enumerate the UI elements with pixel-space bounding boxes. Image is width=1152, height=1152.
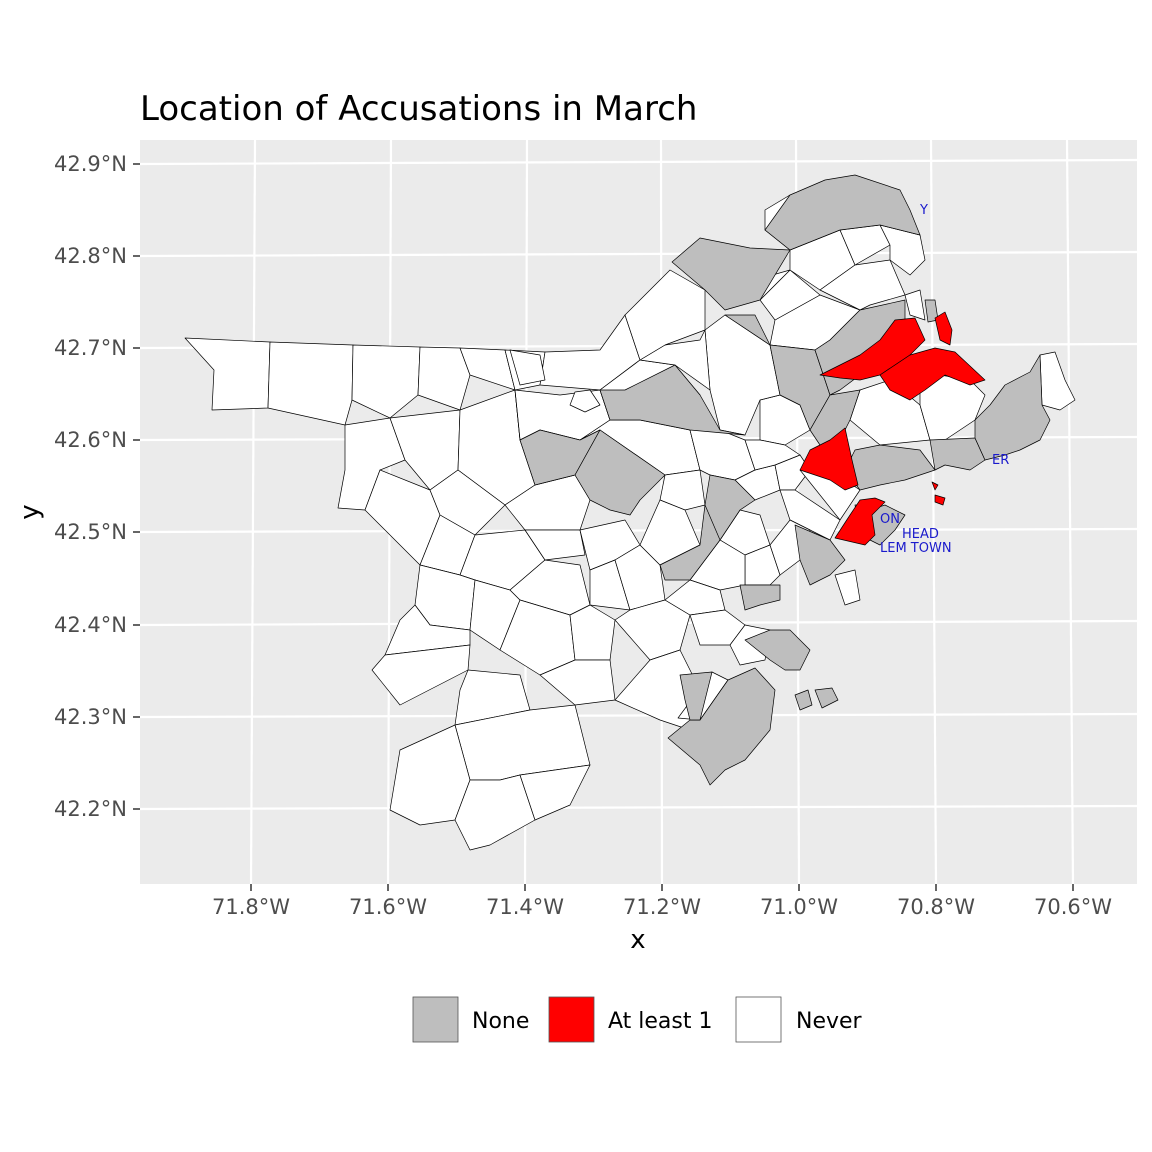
y-tick-label: 42.7°N [54, 336, 127, 360]
y-tick-label: 42.5°N [54, 520, 127, 544]
town-polygon [879, 347, 986, 401]
legend-label-none: None [472, 1009, 529, 1034]
town-polygon [267, 341, 354, 426]
place-label: ON [880, 512, 900, 527]
town-polygon [799, 427, 859, 491]
towns-at-least-1 [799, 311, 986, 546]
town-polygon [509, 349, 546, 386]
place-label: Y [919, 203, 928, 218]
town-polygon [524, 529, 586, 561]
x-tick-label: 71.6°W [349, 895, 427, 919]
x-tick-label: 71.2°W [623, 895, 701, 919]
y-axis: 42.9°N 42.8°N 42.7°N 42.6°N 42.5°N 42.4°… [15, 152, 140, 821]
town-polygon [814, 687, 839, 709]
place-label: HEAD [902, 527, 939, 542]
y-axis-title: y [15, 504, 45, 519]
town-polygon [739, 584, 781, 611]
town-polygon [351, 344, 421, 419]
y-tick-label: 42.3°N [54, 705, 127, 729]
town-polygon [929, 437, 986, 471]
town-polygon [599, 364, 746, 436]
map-title: Location of Accusations in March [140, 89, 697, 129]
legend-label-at-least-1: At least 1 [608, 1009, 713, 1034]
town-polygon [454, 774, 536, 851]
legend-key-none [412, 996, 459, 1043]
town-polygon [519, 764, 591, 821]
town-polygon [744, 439, 801, 471]
x-axis-title: x [630, 925, 645, 955]
y-tick-label: 42.2°N [54, 797, 127, 821]
towns-never [184, 194, 1076, 851]
legend-key-at-least-1 [548, 996, 595, 1043]
town-polygon [569, 389, 601, 413]
town-polygon [934, 311, 953, 346]
y-tick-label: 42.4°N [54, 613, 127, 637]
town-polygon [569, 604, 616, 661]
town-polygon [819, 317, 926, 381]
x-tick-label: 70.6°W [1034, 895, 1112, 919]
town-polygon [664, 579, 726, 616]
town-polygon [904, 289, 926, 321]
town-polygon [659, 504, 721, 581]
legend-key-never [735, 996, 782, 1043]
y-tick-label: 42.6°N [54, 428, 127, 452]
panel-background [140, 140, 1137, 884]
town-polygon [931, 481, 939, 491]
y-tick-label: 42.8°N [54, 244, 127, 268]
town-polygon [539, 659, 616, 706]
town-polygon [417, 346, 471, 411]
town-polygon [794, 689, 813, 711]
town-polygon [371, 644, 471, 706]
town-polygon [934, 494, 946, 506]
x-tick-label: 71.8°W [212, 895, 290, 919]
town-polygon [671, 174, 921, 311]
town-polygon [614, 544, 666, 611]
town-polygon [744, 629, 811, 671]
town-polygon [639, 499, 701, 566]
town-polygon [679, 671, 713, 721]
town-polygon [834, 497, 886, 546]
town-polygon [974, 354, 1051, 461]
town-polygon [834, 569, 861, 606]
place-labels: Y ER ON HEAD LEM TOWN [880, 203, 1009, 556]
x-tick-label: 71.4°W [486, 895, 564, 919]
legend: None At least 1 Never [412, 996, 863, 1043]
x-axis: 71.8°W 71.6°W 71.4°W 71.2°W 71.0°W 70.8°… [212, 884, 1112, 955]
place-label: ER [992, 453, 1009, 468]
y-tick-label: 42.9°N [54, 152, 127, 176]
town-polygon [794, 524, 846, 586]
town-polygon [184, 337, 271, 411]
town-polygon [659, 469, 706, 511]
legend-label-never: Never [796, 1009, 863, 1034]
x-tick-label: 71.0°W [760, 895, 838, 919]
town-polygon [574, 429, 666, 516]
place-label: LEM TOWN [880, 541, 952, 556]
town-polygon [429, 469, 506, 536]
town-polygon [624, 269, 706, 361]
x-tick-label: 70.8°W [897, 895, 975, 919]
